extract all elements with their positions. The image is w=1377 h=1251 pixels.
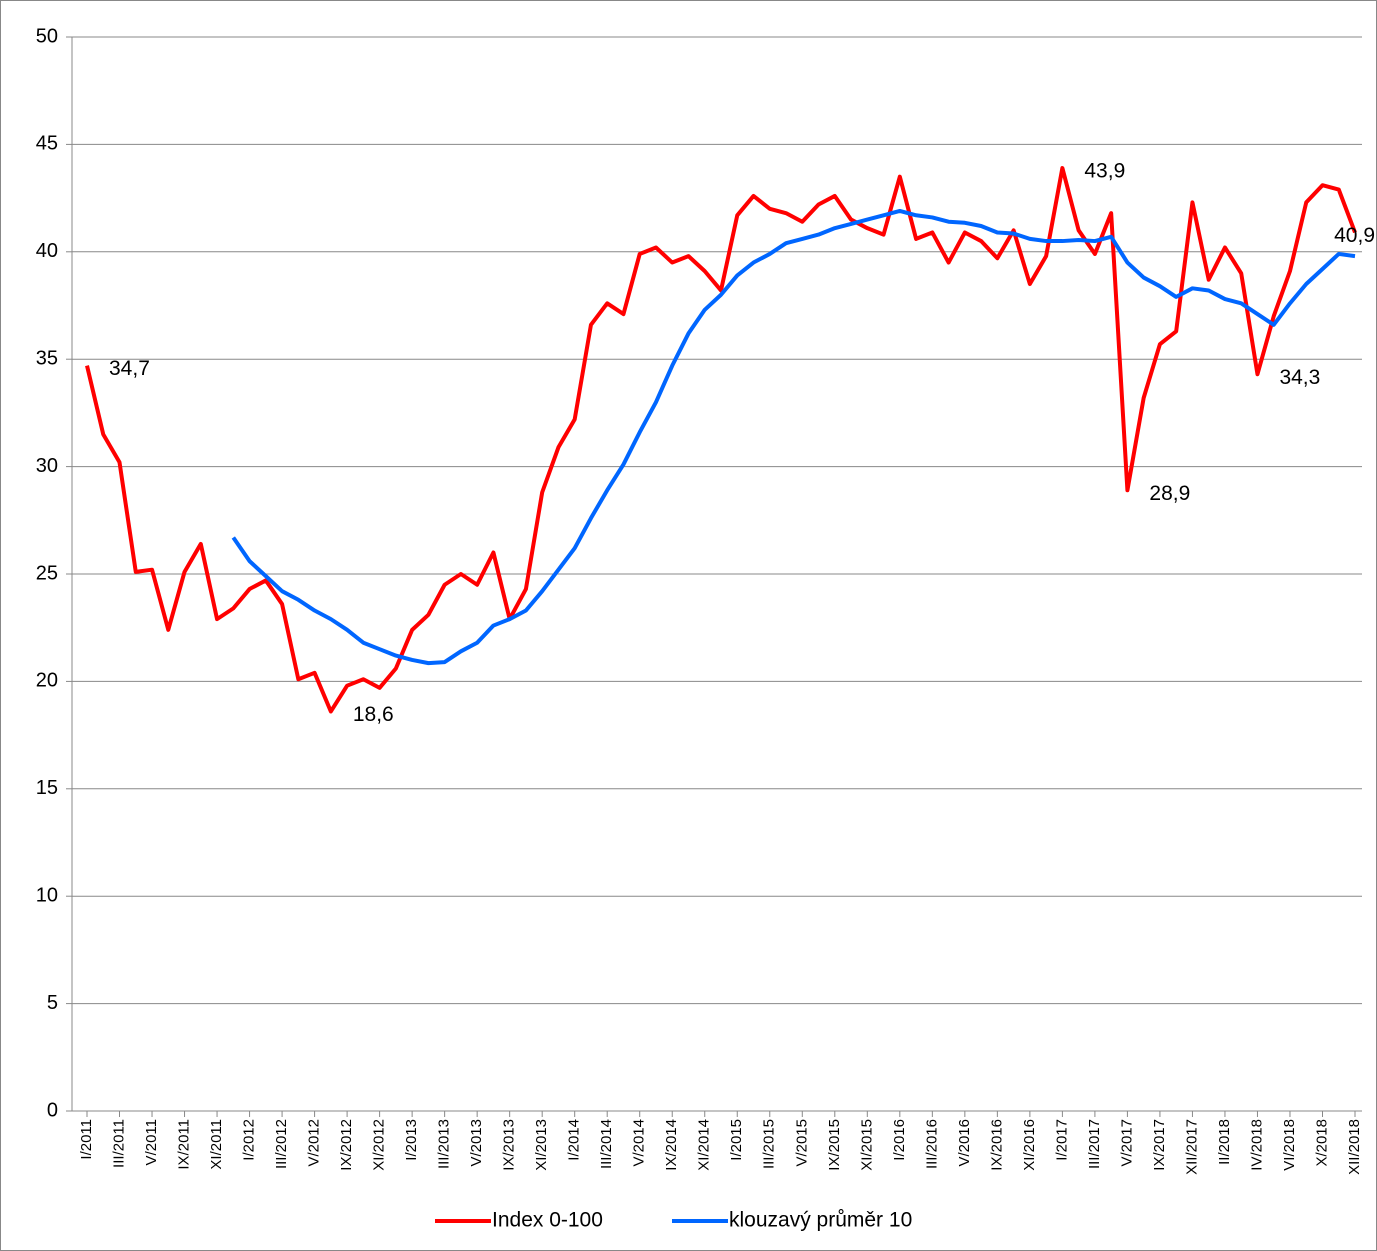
y-tick-label: 0 [47,1099,58,1121]
x-tick-label: IX/2017 [1151,1119,1168,1171]
series-line [85,166,1357,714]
y-tick-label: 35 [36,347,58,369]
x-tick-label: I/2015 [728,1119,745,1161]
x-tick-label: IX/2016 [988,1119,1005,1171]
x-tick-label: VI/2018 [1281,1119,1298,1171]
x-tick-label: IX/2013 [501,1119,518,1171]
x-tick-label: XI/2016 [1021,1119,1038,1171]
legend-label: Index 0-100 [492,1209,603,1232]
data-label: 34,3 [1279,366,1320,389]
x-tick-label: II/2018 [1216,1119,1233,1165]
x-tick-label: I/2013 [403,1119,420,1161]
x-tick-label: III/2016 [923,1119,940,1169]
x-tick-label: V/2013 [468,1119,485,1167]
x-tick-label: IV/2018 [1248,1119,1265,1171]
y-tick-label: 45 [36,133,58,155]
y-tick-label: 15 [36,777,58,799]
x-tick-label: I/2017 [1053,1119,1070,1161]
x-tick-label: V/2014 [631,1119,648,1167]
x-tick-label: IX/2015 [826,1119,843,1171]
x-tick-label: IX/2011 [176,1119,193,1170]
x-tick-label: XI/2012 [371,1119,388,1171]
x-tick-label: III/2017 [1086,1119,1103,1169]
x-tick-label: X/2018 [1313,1119,1330,1167]
y-tick-label: 5 [47,992,58,1014]
x-tick-label: XI/2013 [533,1119,550,1171]
data-label: 43,9 [1084,160,1125,183]
x-tick-label: III/2014 [598,1119,615,1169]
y-tick-label: 30 [36,455,58,477]
y-tick-label: 10 [36,884,58,906]
y-tick-label: 20 [36,670,58,692]
x-tick-label: XI/2011 [208,1119,225,1170]
x-tick-label: XII/2018 [1346,1119,1363,1175]
legend-label: klouzavý průměr 10 [729,1209,912,1232]
x-tick-label: XII/2017 [1183,1119,1200,1175]
x-tick-label: V/2011 [143,1119,160,1165]
x-tick-label: XI/2014 [696,1119,713,1171]
y-tick-label: 25 [36,562,58,584]
x-tick-label: V/2017 [1118,1119,1135,1167]
x-tick-label: I/2011 [78,1119,95,1160]
data-label: 28,9 [1149,482,1190,505]
x-tick-label: V/2016 [956,1119,973,1167]
x-tick-label: III/2013 [436,1119,453,1169]
x-tick-label: I/2014 [566,1119,583,1161]
x-tick-label: V/2015 [793,1119,810,1167]
series-line [231,208,1356,666]
x-tick-label: IX/2014 [663,1119,680,1171]
x-tick-label: V/2012 [306,1119,323,1167]
data-label: 34,7 [109,357,150,380]
x-tick-label: I/2012 [241,1119,258,1161]
x-tick-label: III/2012 [273,1119,290,1169]
x-tick-label: I/2016 [891,1119,908,1161]
data-label: 18,6 [353,703,394,726]
data-label: 40,9 [1334,224,1375,247]
x-tick-label: III/2015 [761,1119,778,1169]
x-tick-label: IX/2012 [338,1119,355,1171]
y-tick-label: 40 [36,240,58,262]
x-tick-label: XI/2015 [858,1119,875,1171]
x-tick-label: III/2011 [110,1119,127,1168]
y-tick-label: 50 [36,25,58,47]
